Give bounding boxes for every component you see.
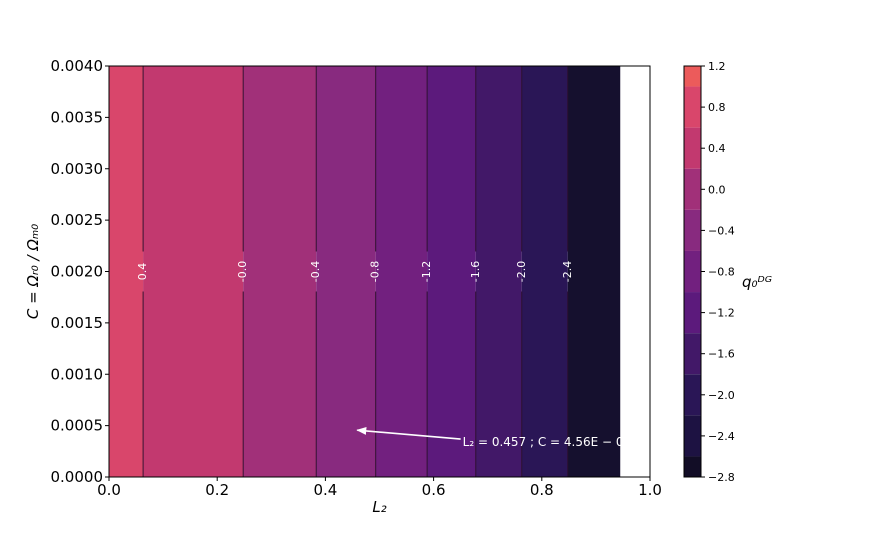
contour-lines bbox=[142, 66, 569, 477]
x-tick-label-1: 0.2 bbox=[205, 481, 229, 499]
colorbar-level-2 bbox=[684, 127, 701, 169]
colorbar-tick-label-7: −1.6 bbox=[708, 348, 735, 361]
contour-band-1 bbox=[143, 66, 244, 477]
contour-band-3 bbox=[316, 66, 376, 477]
x-tick-label-4: 0.8 bbox=[530, 481, 554, 499]
annotation-text: L₂ = 0.457 ; C = 4.56E − 04 bbox=[463, 435, 632, 449]
contour-label-7: -2.4 bbox=[561, 261, 574, 282]
colorbar-tick-label-10: −2.8 bbox=[708, 471, 735, 484]
colorbar-level-9 bbox=[684, 415, 701, 457]
y-tick-label-4: 0.0020 bbox=[51, 263, 104, 281]
colorbar-tick-label-6: −1.2 bbox=[708, 307, 735, 320]
colorbar-tick-label-4: −0.4 bbox=[708, 224, 735, 237]
colorbar-level-3 bbox=[684, 168, 701, 210]
contour-band-5 bbox=[427, 66, 476, 477]
colorbar-level-0 bbox=[684, 66, 701, 87]
y-tick-label-8: 0.0040 bbox=[51, 57, 104, 75]
y-axis-label: C = Ωᵣ₀ / Ωₘ₀ bbox=[24, 224, 42, 319]
x-tick-label-5: 1.0 bbox=[638, 481, 662, 499]
colorbar-level-10 bbox=[684, 456, 701, 477]
colorbar-ticks: 1.2 0.8 0.4 0.0 −0.4 −0.8 −1.2 −1.6 −2.0 −2.4 −2.8 bbox=[701, 60, 735, 484]
contour-label-2: -0.4 bbox=[309, 261, 322, 282]
colorbar-level-8 bbox=[684, 374, 701, 416]
y-tick-label-7: 0.0035 bbox=[51, 108, 104, 126]
colorbar-tick-label-0: 1.2 bbox=[708, 60, 726, 73]
plot-area: 0.4 -0.0 -0.4 -0.8 -1.2 -1.6 -2.0 -2.4 L₂ = 0.4… bbox=[108, 65, 651, 478]
colorbar-tick-label-2: 0.4 bbox=[708, 142, 726, 155]
annotation: L₂ = 0.457 ; C = 4.56E − 04 bbox=[356, 426, 632, 449]
y-tick-label-5: 0.0025 bbox=[51, 211, 104, 229]
y-tick-label-6: 0.0030 bbox=[51, 160, 104, 178]
x-axis: 0.0 0.2 0.4 0.6 0.8 1.0 bbox=[97, 477, 662, 499]
colorbar-level-7 bbox=[684, 333, 701, 375]
contour-band-7 bbox=[521, 66, 568, 477]
y-tick-label-1: 0.0005 bbox=[51, 417, 104, 435]
colorbar-levels bbox=[684, 66, 701, 477]
y-axis: 0.0000 0.0005 0.0010 0.0015 0.0020 0.0025 0.00… bbox=[51, 57, 109, 486]
contour-band-2 bbox=[243, 66, 317, 477]
colorbar: 1.2 0.8 0.4 0.0 −0.4 −0.8 −1.2 −1.6 −2.0 −2.4 −2.8… bbox=[683, 60, 772, 484]
x-axis-label: L₂ bbox=[372, 498, 386, 516]
contour-band-8 bbox=[567, 66, 621, 477]
colorbar-level-6 bbox=[684, 292, 701, 334]
annotation-arrow bbox=[356, 426, 461, 440]
contour-band-4 bbox=[375, 66, 428, 477]
colorbar-tick-label-5: −0.8 bbox=[708, 266, 735, 279]
contour-band-6 bbox=[475, 66, 522, 477]
x-tick-label-3: 0.6 bbox=[422, 481, 446, 499]
contour-label-5: -1.6 bbox=[469, 261, 482, 282]
contour-label-3: -0.8 bbox=[369, 261, 382, 282]
colorbar-level-1 bbox=[684, 86, 701, 128]
contour-label-1: -0.0 bbox=[236, 261, 249, 282]
colorbar-tick-label-8: −2.0 bbox=[708, 389, 735, 402]
contour-label-6: -2.0 bbox=[515, 261, 528, 282]
colorbar-tick-label-1: 0.8 bbox=[708, 101, 726, 114]
contour-fill-bands bbox=[109, 66, 621, 477]
contour-label-4: -1.2 bbox=[420, 261, 433, 282]
colorbar-tick-label-9: −2.4 bbox=[708, 430, 735, 443]
x-tick-label-2: 0.4 bbox=[313, 481, 337, 499]
contour-labels: 0.4 -0.0 -0.4 -0.8 -1.2 -1.6 -2.0 -2.4 bbox=[136, 261, 574, 282]
colorbar-level-4 bbox=[684, 209, 701, 251]
contour-label-0: 0.4 bbox=[136, 263, 149, 281]
contour-band-0 bbox=[109, 66, 144, 477]
y-tick-label-3: 0.0015 bbox=[51, 314, 104, 332]
colorbar-level-5 bbox=[684, 250, 701, 293]
colorbar-tick-label-3: 0.0 bbox=[708, 183, 726, 196]
y-tick-label-0: 0.0000 bbox=[51, 468, 104, 486]
colorbar-label: q₀ᴰᴳ bbox=[742, 273, 772, 291]
y-tick-label-2: 0.0010 bbox=[51, 365, 104, 383]
x-tick-label-0: 0.0 bbox=[97, 481, 121, 499]
